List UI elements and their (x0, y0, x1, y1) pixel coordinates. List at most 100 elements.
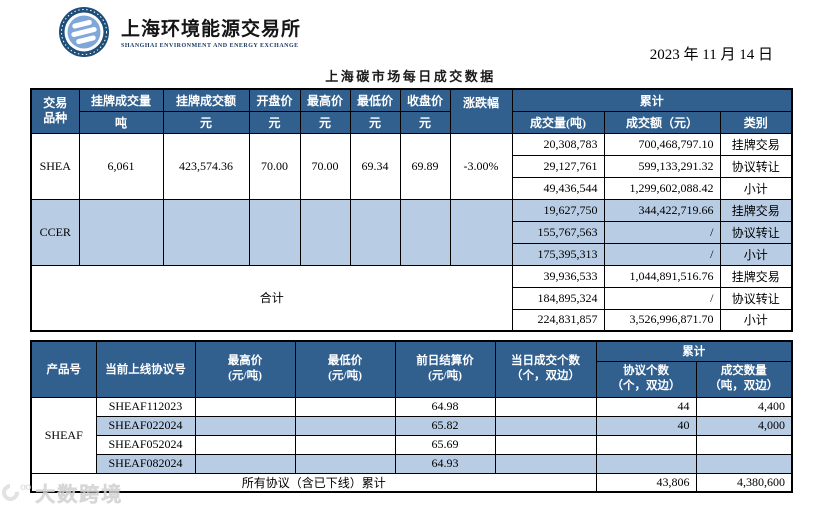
ccer-product-cell: CCER (30, 198, 80, 266)
total-cum-type-cell: 挂牌交易 (719, 264, 793, 288)
cum-count-cell: 44 (595, 396, 697, 417)
sheaf-row-1: SHEAF SHEAF112023 64.98 44 4,400 (30, 396, 793, 474)
protocol-cell: SHEAF022024 (95, 415, 196, 436)
t1-header-listed-volume: 挂牌成交量 (78, 88, 164, 112)
t2-header-settle-line2: (元/吨) (428, 370, 462, 383)
t1-header-cumulative: 累计 (511, 88, 793, 112)
t2-header-low: 最低价 (元/吨) (294, 340, 396, 398)
t2-header-daily-line1: 当日成交个数 (511, 355, 580, 368)
shea-change-cell: -3.00% (449, 132, 513, 200)
sheaf-protocol-table: 产品号 当前上线协议号 最高价 (元/吨) 最低价 (元/吨) 前日结算价 (元… (30, 340, 793, 493)
exchange-logo-icon (58, 6, 110, 63)
t1-header-close-unit: 元 (399, 110, 451, 134)
shea-open-cell: 70.00 (248, 132, 301, 200)
t2-header-protocol: 当前上线协议号 (95, 340, 196, 398)
t2-header-cum-qty-line2: （吨，双边） (709, 380, 779, 392)
exchange-logo: 上海环境能源交易所 SHANGHAI ENVIRONMENT AND ENERG… (58, 6, 301, 63)
ccer-cum-volume-cell: 19,627,750 (511, 198, 605, 222)
footer-label-cell: 所有协议（含已下线）累计 (30, 472, 597, 493)
t1-header-low-unit: 元 (349, 110, 401, 134)
t1-header-open: 开盘价 (248, 88, 301, 112)
shea-row-1: SHEA 6,061 423,574.36 70.00 70.00 69.34 … (30, 132, 793, 200)
settle-cell: 65.82 (394, 415, 496, 436)
shea-listed-volume-cell: 6,061 (78, 132, 164, 200)
t1-header-open-unit: 元 (248, 110, 301, 134)
high-cell (194, 434, 296, 455)
watermark: oo 大数跨境 (0, 478, 124, 507)
shea-cum-amount-cell: 700,468,797.10 (603, 132, 721, 156)
daily-count-cell (494, 453, 597, 474)
shea-low-cell: 69.34 (349, 132, 401, 200)
t2-header-cum-count-line2: （个，双边） (611, 380, 681, 392)
ccer-cum-volume-cell: 175,395,313 (511, 242, 605, 266)
shea-product-cell: SHEA (30, 132, 80, 200)
shea-cum-volume-cell: 29,127,761 (511, 154, 605, 178)
cum-count-cell: 40 (595, 415, 697, 436)
daily-count-cell (494, 396, 597, 417)
ccer-listed-amount-cell (162, 198, 250, 266)
sheaf-row-4: SHEAF082024 64.93 (31, 453, 793, 474)
t1-header-change: 涨跌幅 (449, 88, 513, 134)
ccer-open-cell (248, 198, 301, 266)
watermark-text: 大数跨境 (35, 484, 124, 507)
total-row-1: 合计 39,936,533 1,044,891,516.76 挂牌交易 (30, 264, 793, 332)
t1-header-listed-amount: 挂牌成交额 (162, 88, 250, 112)
footer-cum-count-cell: 43,806 (595, 472, 697, 493)
ccer-cum-type-cell: 协议转让 (719, 220, 793, 244)
cum-qty-cell: 4,000 (695, 415, 793, 436)
footer-cum-qty-cell: 4,380,600 (695, 472, 793, 493)
t1-header-product-line1: 交易 (43, 95, 68, 110)
shea-close-cell: 69.89 (399, 132, 451, 200)
ccer-high-cell (299, 198, 351, 266)
t1-header-product: 交易 品种 (30, 88, 80, 134)
ccer-row-1: CCER 19,627,750 344,422,719.66 挂牌交易 (30, 198, 793, 266)
total-cum-volume-cell: 184,895,324 (511, 286, 605, 310)
protocol-cell: SHEAF082024 (95, 453, 196, 474)
total-cum-type-cell: 协议转让 (719, 286, 793, 310)
ccer-cum-type-cell: 挂牌交易 (719, 198, 793, 222)
sheaf-row-2: SHEAF022024 65.82 40 4,000 (31, 415, 793, 436)
daily-count-cell (494, 415, 597, 436)
ccer-cum-volume-cell: 155,767,563 (511, 220, 605, 244)
shea-cum-amount-cell: 599,133,291.32 (603, 154, 721, 178)
total-row-3: 224,831,857 3,526,996,871.70 小计 (31, 308, 793, 332)
t2-header-high-line2: (元/吨) (228, 370, 262, 383)
t1-header-cum-amount: 成交额（元） (603, 110, 721, 134)
total-cum-amount-cell: 1,044,891,516.76 (603, 264, 721, 288)
t1-header-cum-volume: 成交量(吨) (511, 110, 605, 134)
t2-header-cum-count: 协议个数 （个，双边） (595, 360, 697, 398)
high-cell (194, 415, 296, 436)
total-cum-volume-cell: 224,831,857 (511, 308, 605, 332)
high-cell (194, 453, 296, 474)
t1-header-high-unit: 元 (299, 110, 351, 134)
watermark-logo-dots: oo (20, 482, 31, 493)
ccer-row-3: 175,395,313 / 小计 (31, 242, 793, 266)
total-cum-amount-cell: / (603, 286, 721, 310)
shea-cum-type-cell: 挂牌交易 (719, 132, 793, 156)
total-cum-amount-cell: 3,526,996,871.70 (603, 308, 721, 332)
exchange-name-en: SHANGHAI ENVIRONMENT AND ENERGY EXCHANGE (121, 43, 299, 50)
t2-header-product: 产品号 (30, 340, 97, 398)
t1-header-listed-volume-unit: 吨 (78, 110, 164, 134)
ccer-change-cell (449, 198, 513, 266)
ccer-cum-amount-cell: 344,422,719.66 (603, 198, 721, 222)
daily-trading-table: 交易 品种 挂牌成交量 挂牌成交额 开盘价 最高价 最低价 收盘价 涨跌幅 累计… (30, 88, 794, 332)
low-cell (294, 453, 396, 474)
ccer-low-cell (349, 198, 401, 266)
daily-count-cell (494, 434, 597, 455)
total-row-2: 184,895,324 / 协议转让 (31, 286, 793, 310)
protocol-cell: SHEAF112023 (95, 396, 196, 417)
t2-header-cumulative: 累计 (595, 340, 793, 362)
t2-header-daily-line2: （个，双边） (511, 370, 580, 383)
high-cell (194, 396, 296, 417)
shea-listed-amount-cell: 423,574.36 (162, 132, 250, 200)
low-cell (294, 415, 396, 436)
ccer-cum-amount-cell: / (603, 220, 721, 244)
t2-header-settle: 前日结算价 (元/吨) (394, 340, 496, 398)
t2-header-daily-count: 当日成交个数 （个，双边） (494, 340, 597, 398)
settle-cell: 64.98 (394, 396, 496, 417)
all-protocols-footer-row: 所有协议（含已下线）累计 43,806 4,380,600 (30, 472, 793, 493)
t1-header-close: 收盘价 (399, 88, 451, 112)
t2-header-high-line1: 最高价 (227, 355, 263, 368)
t1-header-high: 最高价 (299, 88, 351, 112)
